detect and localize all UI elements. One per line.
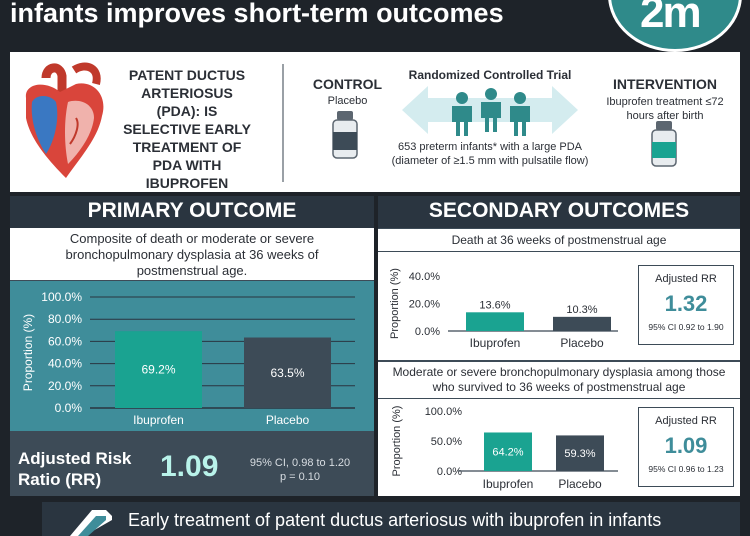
infants-icon	[446, 86, 536, 138]
pda-question: PATENT DUCTUS ARTERIOSUS (PDA): IS SELEC…	[122, 66, 252, 210]
heart-icon	[16, 58, 116, 188]
primary-y-tick-label: 60.0%	[48, 334, 82, 348]
death-outcome-chart: Proportion (%) 0.0% 20.0% 40.0% 13.6% Ibuprof…	[378, 252, 628, 360]
bpd-rr-label: Adjusted RR	[639, 415, 733, 427]
bpd-rr-value: 1.09	[639, 433, 733, 459]
bpd-value-label: 59.3%	[564, 448, 595, 460]
bpd-y-axis-label: Proportion (%)	[391, 406, 403, 477]
headline: infants improves short-term outcomes	[10, 0, 504, 29]
rct-title: Randomized Controlled Trial	[390, 68, 590, 82]
death-bar-placebo	[553, 317, 611, 331]
death-rr-value: 1.32	[639, 291, 733, 317]
panel-divider	[282, 64, 284, 182]
death-outcome-description: Death at 36 weeks of postmenstrual age	[378, 233, 740, 247]
primary-category-label: Ibuprofen	[133, 413, 184, 427]
bpd-outcome-description: Moderate or severe bronchopulmonary dysp…	[378, 365, 740, 395]
death-value-label: 10.3%	[566, 304, 597, 316]
primary-y-tick-label: 100.0%	[41, 290, 82, 304]
primary-y-tick-label: 0.0%	[55, 401, 83, 415]
intervention-title: INTERVENTION	[605, 76, 725, 92]
ibuprofen-vial-icon	[650, 120, 678, 168]
bpd-outcome-chart: Proportion (%) 0.0% 50.0% 100.0% 64.2% Ibupro…	[378, 399, 628, 496]
death-y-tick-label: 40.0%	[409, 271, 440, 283]
death-category-label: Ibuprofen	[470, 336, 521, 350]
rct-description-line1: 653 preterm infants* with a large PDA	[372, 140, 608, 154]
control-title: CONTROL	[300, 76, 395, 92]
primary-outcome-chart: Proportion (%) 0.0% 20.0% 40.0% 60.0% 80.0% 10…	[10, 281, 374, 431]
bpd-y-tick-label: 0.0%	[437, 466, 462, 478]
death-rr-label: Adjusted RR	[639, 273, 733, 285]
arr-ci-text: 95% CI, 0.98 to 1.20	[240, 456, 360, 470]
rct-description: 653 preterm infants* with a large PDA (d…	[372, 140, 608, 168]
death-rr-ci: 95% CI 0.92 to 1.90	[638, 322, 734, 332]
arr-p-value: p = 0.10	[240, 470, 360, 484]
bpd-category-label: Ibuprofen	[483, 477, 534, 491]
bpd-category-label: Placebo	[558, 477, 602, 491]
primary-description: Composite of death or moderate or severe…	[30, 231, 354, 279]
conclusion-text: Early treatment of patent ductus arterio…	[128, 510, 661, 531]
primary-category-label: Placebo	[266, 413, 310, 427]
placebo-vial-icon	[330, 110, 360, 160]
bpd-y-tick-label: 50.0%	[431, 436, 462, 448]
death-y-tick-label: 20.0%	[409, 299, 440, 311]
bpd-outcome-description-line1: Moderate or severe bronchopulmonary dysp…	[378, 365, 740, 380]
primary-value-label: 69.2%	[141, 363, 175, 377]
bpd-rr-ci: 95% CI 0.96 to 1.23	[638, 464, 734, 474]
primary-y-tick-label: 80.0%	[48, 312, 82, 326]
primary-outcome-title: PRIMARY OUTCOME	[10, 199, 374, 223]
secondary-outcomes-title: SECONDARY OUTCOMES	[378, 199, 740, 223]
rct-description-line2: (diameter of ≥1.5 mm with pulsatile flow…	[372, 154, 608, 168]
journal-logo-mark: 2m	[640, 0, 700, 38]
death-y-axis-label: Proportion (%)	[389, 268, 401, 339]
syringe-icon	[62, 506, 116, 536]
primary-value-label: 63.5%	[270, 366, 304, 380]
death-category-label: Placebo	[560, 336, 604, 350]
bpd-value-label: 64.2%	[492, 447, 523, 459]
death-value-label: 13.6%	[479, 299, 510, 311]
primary-y-tick-label: 40.0%	[48, 357, 82, 371]
adjusted-risk-ratio-value: 1.09	[160, 450, 218, 484]
bpd-outcome-description-line2: who survived to 36 weeks of postmenstrua…	[378, 380, 740, 395]
bpd-y-tick-label: 100.0%	[425, 406, 463, 418]
death-y-tick-label: 0.0%	[415, 326, 440, 338]
primary-y-axis-label: Proportion (%)	[21, 314, 35, 391]
adjusted-risk-ratio-label: Adjusted Risk Ratio (RR)	[18, 448, 138, 490]
primary-y-tick-label: 20.0%	[48, 379, 82, 393]
intervention-subtitle: Ibuprofen treatment ≤72 hours after birt…	[605, 95, 725, 123]
adjusted-risk-ratio-ci: 95% CI, 0.98 to 1.20 p = 0.10	[240, 456, 360, 484]
control-subtitle: Placebo	[300, 95, 395, 107]
death-bar-ibuprofen	[466, 312, 524, 331]
